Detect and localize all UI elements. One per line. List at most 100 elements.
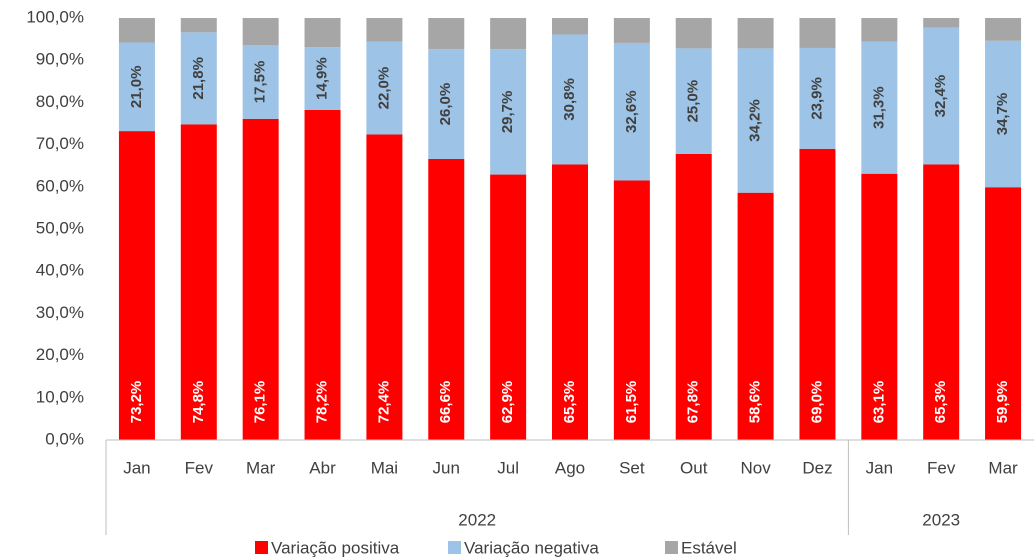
bar-segment [861,41,898,174]
value-label: 67,8% [685,381,702,424]
value-label: 66,6% [437,381,454,424]
bar-segment [675,18,712,49]
value-label: 76,1% [252,381,269,424]
bar-segment [613,42,650,181]
x-tick-label: Mar [988,458,1018,477]
group-label: 2022 [458,510,496,529]
bar-segment [737,48,774,193]
value-label: 72,4% [375,381,392,424]
x-tick-label: Ago [555,458,585,477]
legend-swatch [255,541,268,554]
bar-segment [118,42,155,132]
value-label: 78,2% [314,381,331,424]
value-label: 65,3% [561,381,578,424]
y-tick-label: 80,0% [36,92,84,111]
value-label: 34,7% [994,93,1011,136]
bar-segment [985,187,1022,440]
bar-segment [799,47,836,149]
bar-segment [985,40,1022,188]
y-tick-label: 0,0% [45,429,84,448]
value-label: 32,4% [932,75,949,118]
x-tick-label: Mar [246,458,276,477]
bar-segment [552,164,588,440]
value-label: 31,3% [870,86,887,129]
value-label: 22,0% [375,67,392,110]
y-tick-label: 30,0% [36,303,84,322]
group-label: 2023 [922,510,960,529]
x-tick-label: Abr [309,458,336,477]
value-label: 25,0% [685,80,702,123]
legend-swatch [665,541,678,554]
bar-segment [180,124,217,441]
value-label: 21,8% [190,57,207,100]
bar-segment [242,45,279,119]
value-label: 14,9% [314,57,331,100]
bar-segment [613,180,650,440]
bar-segment [552,34,588,165]
bar-segment [366,18,403,42]
x-tick-label: Jun [433,458,460,477]
value-label: 73,2% [128,381,145,424]
bar-segment [366,41,403,135]
x-tick-label: Nov [740,458,771,477]
value-label: 74,8% [190,381,207,424]
value-label: 62,9% [499,381,516,424]
y-tick-label: 90,0% [36,50,84,69]
value-label: 69,0% [808,381,825,424]
bar-segment [242,118,279,440]
bar-segment [490,18,527,50]
bar-segment [428,49,465,159]
bar-segment [923,164,960,440]
bar-segment [923,18,960,28]
bar-segment [861,18,898,42]
value-label: 61,5% [623,381,640,424]
bar-segment [242,18,279,46]
bar-segment [428,158,465,440]
value-label: 34,2% [747,99,764,142]
value-label: 58,6% [747,381,764,424]
bar-segment [180,32,217,125]
bar-segment [490,174,527,440]
bar-segment [490,49,527,175]
x-tick-label: Set [619,458,645,477]
value-label: 26,0% [437,83,454,126]
x-tick-label: Out [680,458,708,477]
legend-label: Variação positiva [271,538,400,557]
bar-segment [675,153,712,440]
legend-swatch [448,541,461,554]
value-label: 63,1% [870,381,887,424]
bar-segment [737,192,774,440]
x-tick-label: Jan [123,458,150,477]
y-tick-label: 100,0% [26,7,84,26]
x-tick-label: Mai [371,458,398,477]
bar-segment [180,18,217,33]
y-tick-label: 70,0% [36,134,84,153]
x-tick-label: Fev [185,458,214,477]
value-label: 23,9% [808,77,825,120]
bar-segment [118,18,155,43]
value-label: 29,7% [499,91,516,134]
value-label: 59,9% [994,381,1011,424]
bar-segment [366,134,403,441]
value-label: 65,3% [932,381,949,424]
y-tick-label: 20,0% [36,345,84,364]
bar-segment [118,131,155,440]
x-tick-label: Dez [802,458,832,477]
bar-segment [985,18,1022,41]
bar-segment [304,109,341,440]
bar-segment [675,48,712,154]
bar-segment [552,18,588,35]
bar-segment [304,18,341,48]
value-label: 30,8% [561,78,578,121]
value-label: 17,5% [252,61,269,104]
bar-segment [737,18,774,49]
y-tick-label: 10,0% [36,387,84,406]
bar-segment [861,173,898,440]
value-label: 21,0% [128,66,145,109]
x-tick-label: Fev [927,458,956,477]
x-tick-label: Jan [866,458,893,477]
bar-segment [923,27,960,165]
y-tick-label: 40,0% [36,261,84,280]
y-tick-label: 50,0% [36,218,84,237]
